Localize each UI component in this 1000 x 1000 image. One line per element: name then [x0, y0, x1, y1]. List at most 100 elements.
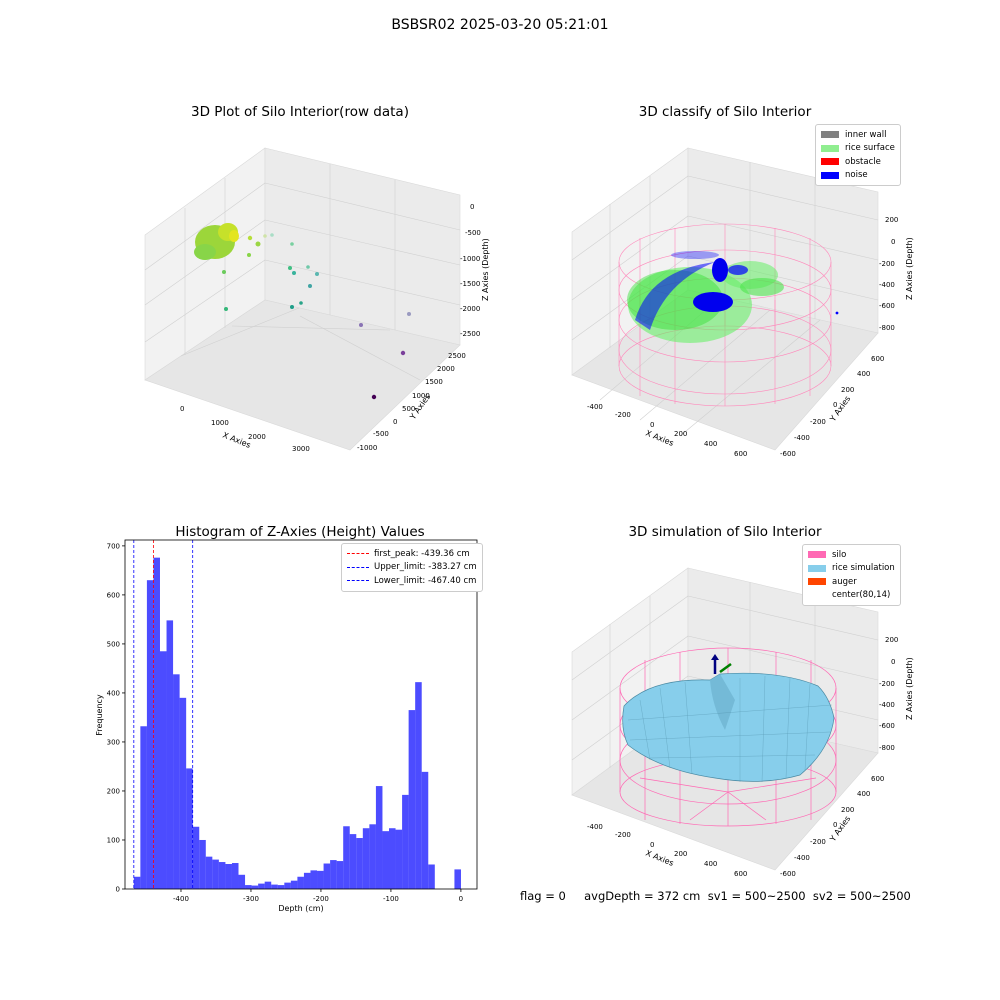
legend-label: Upper_limit: -383.27 cm — [374, 562, 477, 573]
simulation-ytick: 600 — [871, 775, 884, 783]
histogram-bar — [186, 768, 193, 889]
histogram-bar — [205, 856, 213, 889]
classify-xtick: -400 — [587, 403, 603, 411]
simulation-rice-surface — [622, 672, 835, 783]
raw-point — [308, 284, 312, 288]
raw-grid — [144, 164, 461, 381]
classify-ytick: 0 — [833, 401, 837, 409]
classify-plot-title: 3D classify of Silo Interior — [638, 104, 812, 120]
raw-point — [247, 235, 253, 241]
legend-item: auger — [808, 575, 895, 589]
histogram-bar — [166, 620, 174, 889]
raw-point — [292, 271, 296, 275]
legend-label: inner wall — [845, 129, 887, 140]
histogram-title: Histogram of Z-Axies (Height) Values — [175, 524, 425, 540]
classify-ztick: -400 — [879, 281, 895, 289]
raw-xtick: 3000 — [292, 445, 310, 453]
histogram-reference-lines — [133, 540, 194, 889]
classify-ztick: 0 — [891, 238, 895, 246]
histogram-bar — [362, 828, 370, 889]
rice-simulation-mesh-lines — [627, 675, 833, 783]
legend-swatch — [808, 564, 826, 572]
raw-z-ticks: 0 -500 -1000 -1500 -2000 -2500 — [460, 203, 481, 338]
raw-point — [222, 270, 226, 274]
histogram-ytick-label: 0 — [116, 886, 120, 894]
raw-z-label: Z Axies (Depth) — [481, 238, 490, 301]
simulation-xtick: 400 — [704, 860, 717, 868]
classify-x-ticks: -400 -200 0 200 400 600 — [587, 403, 747, 458]
simulation-ytick: -200 — [810, 838, 826, 846]
noise-cloud — [693, 292, 733, 312]
histogram-ytick-label: 500 — [107, 640, 120, 648]
classify-noise-points — [635, 251, 839, 330]
simulation-ztick: -200 — [879, 680, 895, 688]
rice-surface-cloud — [740, 278, 784, 296]
simulation-xtick: 200 — [674, 850, 687, 858]
histogram-bar — [336, 861, 344, 889]
histogram-bar — [382, 831, 389, 889]
histogram-bar — [277, 885, 285, 889]
simulation-ytick: -400 — [794, 854, 810, 862]
simulation-xtick: -400 — [587, 823, 603, 831]
classify-ztick: -800 — [879, 324, 895, 332]
legend-label: auger — [832, 576, 857, 587]
histogram-bar — [238, 874, 246, 889]
classify-ytick: -200 — [810, 418, 826, 426]
raw-ytick: -1000 — [357, 444, 377, 452]
raw-ytick: 1000 — [412, 392, 430, 400]
legend-label: rice simulation — [832, 563, 895, 574]
histogram-ytick-label: 400 — [107, 689, 120, 697]
histogram-bars — [133, 557, 461, 889]
classify-xtick: -200 — [615, 411, 631, 419]
status-footer: flag = 0 avgDepth = 372 cm sv1 = 500~250… — [520, 889, 911, 903]
simulation-ytick: 0 — [833, 821, 837, 829]
histogram-bar — [173, 674, 180, 889]
histogram-bar — [251, 885, 259, 889]
legend-swatch — [808, 591, 826, 599]
raw-point — [371, 394, 377, 400]
histogram-bar — [375, 786, 383, 889]
histogram-x-label: Depth (cm) — [278, 904, 323, 913]
raw-xtick: 1000 — [211, 419, 229, 427]
raw-plot-title: 3D Plot of Silo Interior(row data) — [191, 104, 409, 120]
rice-simulation-mesh — [622, 672, 835, 782]
legend-item: rice surface — [821, 142, 895, 156]
simulation-y-label: Y Axies — [828, 814, 853, 844]
histogram-bar — [225, 864, 232, 889]
raw-xtick: 2000 — [248, 433, 266, 441]
classify-ztick: -200 — [879, 260, 895, 268]
classify-xtick: 200 — [674, 430, 687, 438]
classify-3d-plot: -400 -200 0 200 400 600 -600 -400 -200 0… — [571, 147, 914, 458]
auger-arrow-head — [711, 654, 719, 660]
legend-item: silo — [808, 548, 895, 562]
simulation-ztick: 0 — [891, 658, 895, 666]
noise-cloud — [728, 265, 748, 275]
histogram-ytick-label: 600 — [107, 591, 120, 599]
histogram-bar — [212, 859, 219, 889]
simulation-ztick: -800 — [879, 744, 895, 752]
raw-scatter-points — [194, 223, 411, 400]
histogram-chart: 0 100 200 300 400 500 600 700 -400 -300 -200 -100 0… — [95, 539, 478, 913]
histogram-ytick-label: 300 — [107, 738, 120, 746]
raw-point — [270, 233, 274, 237]
histogram-bar — [231, 863, 239, 889]
classify-ztick: -600 — [879, 302, 895, 310]
histogram-frame — [124, 539, 478, 890]
legend-swatch — [808, 578, 826, 586]
histogram-bar — [310, 870, 318, 889]
raw-point-cluster — [229, 230, 239, 242]
histogram-xtick-label: -200 — [313, 895, 329, 903]
raw-point — [407, 312, 411, 316]
simulation-ytick: 400 — [857, 790, 870, 798]
classify-xtick: 0 — [650, 421, 654, 429]
histogram-bar — [284, 882, 291, 889]
histogram-bar — [356, 838, 363, 889]
histogram-bar — [140, 726, 147, 889]
raw-ztick: 0 — [470, 203, 474, 211]
histogram-xtick-label: -400 — [173, 895, 189, 903]
classify-ytick: 200 — [841, 386, 854, 394]
legend-label: obstacle — [845, 156, 881, 167]
raw-ztick: -1500 — [460, 280, 480, 288]
histogram-bar — [153, 557, 160, 889]
legend-item: first_peak: -439.36 cm — [347, 547, 477, 561]
